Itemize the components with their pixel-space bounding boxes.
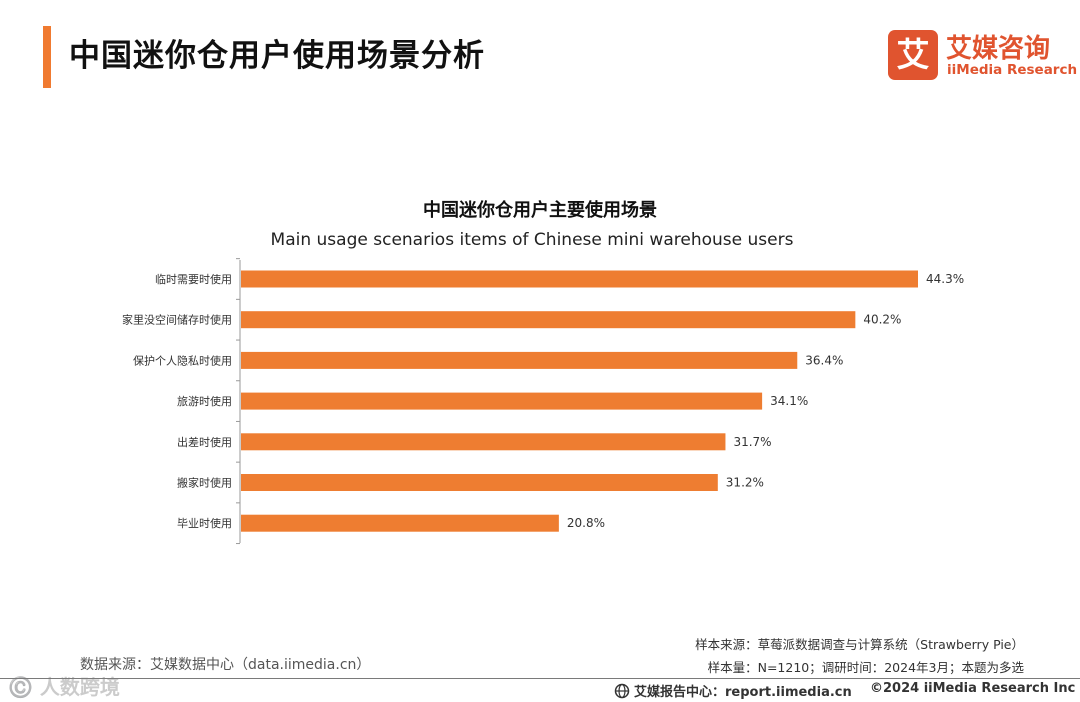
value-label: 36.4% xyxy=(805,353,843,367)
watermark: ©️ 人数跨境 xyxy=(8,675,120,699)
bar xyxy=(241,351,798,369)
logo-mark-icon: 艾 xyxy=(888,30,938,80)
category-label: 搬家时使用 xyxy=(177,476,232,490)
logo-name-cn: 艾媒咨询 xyxy=(946,34,1051,64)
footer-divider xyxy=(0,678,1080,679)
copyright: ©2024 iiMedia Research Inc xyxy=(870,681,1076,696)
chart-subtitle: Main usage scenarios items of Chinese mi… xyxy=(270,230,794,250)
page-title: 中国迷你仓用户使用场景分析 xyxy=(69,38,485,74)
category-label: 毕业时使用 xyxy=(177,517,232,530)
category-label: 保护个人隐私时使用 xyxy=(133,353,232,367)
value-label: 40.2% xyxy=(863,313,901,327)
globe-icon xyxy=(614,683,630,699)
sample-source: 样本来源：草莓派数据调查与计算系统（Strawberry Pie） xyxy=(695,637,1024,652)
category-label: 家里没空间储存时使用 xyxy=(122,313,232,327)
report-center-text: 艾媒报告中心：report.iimedia.cn xyxy=(634,685,852,700)
value-label: 31.2% xyxy=(726,476,764,490)
data-source: 数据来源：艾媒数据中心（data.iimedia.cn） xyxy=(80,657,371,673)
bar xyxy=(241,474,718,491)
report-center[interactable]: 艾媒报告中心：report.iimedia.cn xyxy=(614,681,852,700)
bar xyxy=(241,433,726,451)
chart-title: 中国迷你仓用户主要使用场景 xyxy=(423,200,657,221)
bar xyxy=(241,311,856,329)
sample-info: 样本量：N=1210；调研时间：2024年3月；本题为多选 xyxy=(707,660,1024,675)
bar xyxy=(241,514,559,532)
iimedia-logo[interactable]: 艾 艾媒咨询 iiMedia Research xyxy=(888,30,1077,82)
category-label: 临时需要时使用 xyxy=(155,272,232,286)
bar xyxy=(241,392,763,410)
value-label: 34.1% xyxy=(770,394,808,408)
value-label: 44.3% xyxy=(926,272,964,286)
category-label: 旅游时使用 xyxy=(177,394,232,408)
bar xyxy=(241,270,918,288)
value-label: 20.8% xyxy=(567,516,605,530)
category-label: 出差时使用 xyxy=(177,435,232,449)
value-label: 31.7% xyxy=(733,435,771,449)
logo-name-en: iiMedia Research xyxy=(947,62,1078,78)
title-accent-bar xyxy=(43,26,51,88)
